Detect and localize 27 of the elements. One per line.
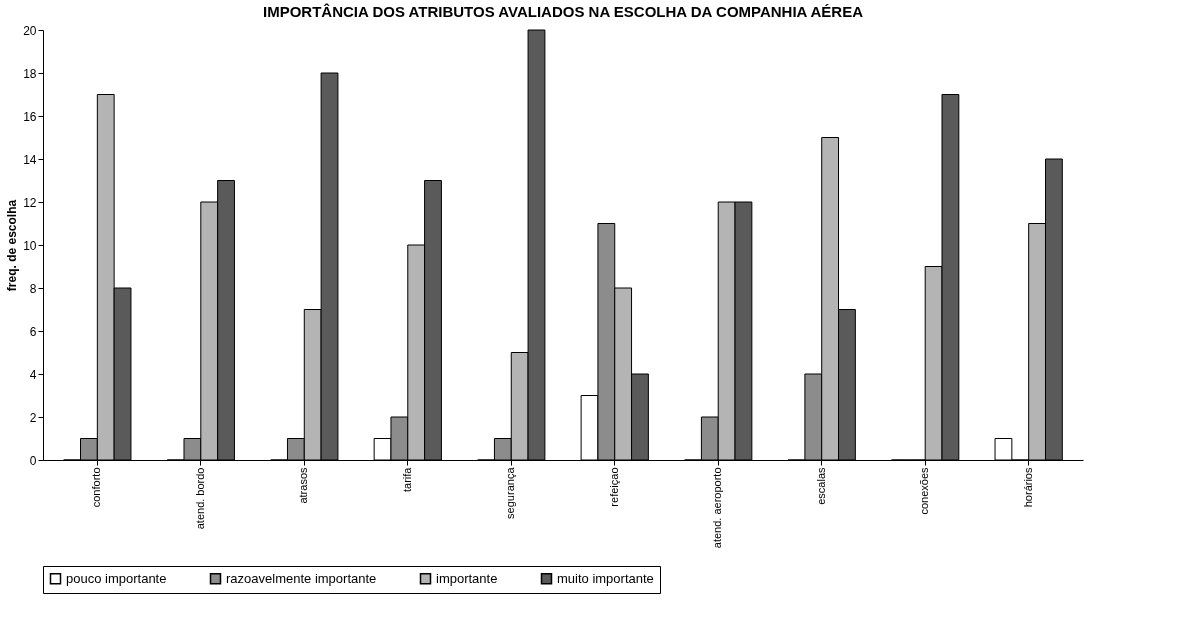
x-tick-label: horários (1021, 467, 1034, 508)
x-tick-label: escalas (814, 467, 827, 505)
y-tick-label: 6 (29, 324, 37, 339)
legend-label: pouco importante (66, 570, 167, 586)
x-tick-label: atend. bordo (193, 467, 206, 530)
legend-label: muito importante (557, 570, 654, 586)
y-tick-label: 2 (29, 410, 37, 425)
legend-label: razoavelmente importante (226, 570, 377, 586)
y-tick-label: 12 (23, 195, 37, 210)
x-tick-label: atrasos (297, 467, 310, 504)
x-tick-label: segurança (504, 466, 517, 519)
x-tick-label: conexões (918, 467, 931, 515)
y-tick-label: 18 (23, 66, 37, 81)
y-tick-label: 16 (23, 109, 37, 124)
y-tick-label: 4 (29, 367, 37, 382)
y-tick-label: 20 (23, 23, 37, 38)
legend-label: importante (436, 570, 498, 586)
y-tick-label: 14 (23, 152, 37, 167)
x-tick-label: refeiçao (607, 467, 620, 507)
y-tick-label: 8 (29, 281, 37, 296)
chart-title: IMPORTÂNCIA DOS ATRIBUTOS AVALIADOS NA ESCOLHA DA COMPANHIA AÉREA (263, 3, 864, 20)
x-tick-label: conforto (90, 467, 103, 508)
x-tick-label: tarifa (400, 466, 413, 492)
y-tick-label: 10 (23, 238, 37, 253)
x-tick-label: atend. aeroporto (711, 467, 724, 549)
y-tick-label: 0 (29, 453, 37, 468)
y-axis-title: freq. de escolha (5, 199, 20, 292)
